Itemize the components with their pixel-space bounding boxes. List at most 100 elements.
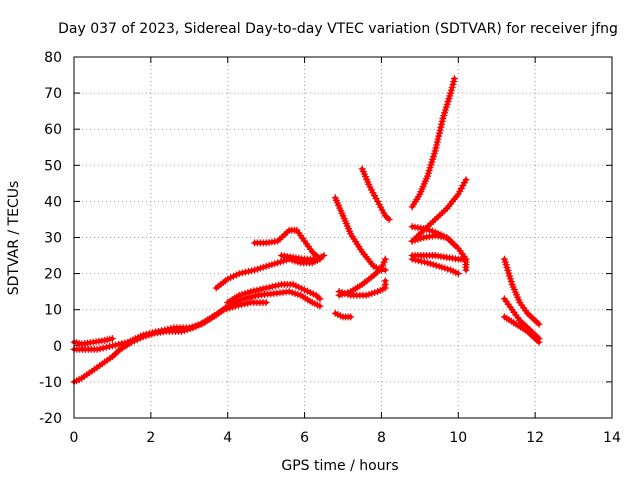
series-arc-8 <box>331 309 355 321</box>
series-arc-11 <box>335 255 389 299</box>
data-point <box>379 261 387 269</box>
data-point <box>248 267 256 275</box>
data-point <box>435 129 443 137</box>
data-point <box>248 293 256 301</box>
data-point <box>435 132 443 140</box>
data-point <box>253 286 261 294</box>
y-tick-label: 70 <box>44 86 62 102</box>
data-point <box>377 264 385 272</box>
data-point <box>250 287 258 295</box>
data-point <box>347 313 355 321</box>
data-point <box>438 117 446 125</box>
data-point <box>450 75 458 83</box>
data-series <box>70 75 543 386</box>
data-point <box>433 141 441 149</box>
data-point <box>108 342 116 350</box>
data-point <box>241 268 249 276</box>
data-point <box>411 256 419 264</box>
data-point <box>380 258 388 266</box>
x-axis-label: GPS time / hours <box>281 458 398 474</box>
data-point <box>238 269 246 277</box>
data-point <box>244 299 252 307</box>
data-point <box>462 255 470 263</box>
y-tick-label: 10 <box>44 303 62 319</box>
series-arc-3 <box>70 335 116 348</box>
data-point <box>454 270 462 278</box>
data-point <box>274 281 282 289</box>
series-arc-5 <box>224 280 324 306</box>
data-point <box>417 257 425 265</box>
grid <box>74 57 612 418</box>
data-point <box>432 144 440 152</box>
y-tick-label: 30 <box>44 231 62 247</box>
data-point <box>268 283 276 291</box>
data-point <box>431 147 439 155</box>
data-point <box>265 283 273 291</box>
series-trace <box>410 76 457 209</box>
data-point <box>385 215 393 223</box>
series-arc-19 <box>500 255 543 328</box>
data-point <box>256 285 264 293</box>
data-point <box>434 135 442 143</box>
data-point <box>381 277 389 285</box>
data-point <box>535 338 543 346</box>
x-tick-label: 4 <box>223 430 232 446</box>
data-point <box>102 343 110 351</box>
data-point <box>535 320 543 328</box>
y-tick-label: 40 <box>44 194 62 210</box>
data-point <box>105 343 113 351</box>
plot-frame <box>73 56 613 419</box>
x-tick-label: 2 <box>146 430 155 446</box>
data-point <box>462 266 470 274</box>
data-point <box>235 270 243 278</box>
x-tick-label: 8 <box>377 430 386 446</box>
series-arc-10 <box>335 277 389 299</box>
data-point <box>247 288 255 296</box>
y-tick-label: 50 <box>44 158 62 174</box>
data-point <box>316 302 324 310</box>
data-point <box>438 120 446 128</box>
y-tick-label: 60 <box>44 122 62 138</box>
data-point <box>245 293 253 301</box>
data-point <box>437 123 445 131</box>
x-tick-label: 10 <box>449 430 467 446</box>
data-point <box>262 284 270 292</box>
y-tick-label: 20 <box>44 267 62 283</box>
series-arc-17 <box>408 255 462 278</box>
data-point <box>259 285 267 293</box>
data-point <box>96 345 104 353</box>
data-point <box>244 267 252 275</box>
series-arc-13 <box>408 75 458 211</box>
y-tick-label: -20 <box>39 411 62 427</box>
y-tick-label: -10 <box>39 375 62 391</box>
data-point <box>414 257 422 265</box>
series-trace <box>72 289 322 384</box>
data-point <box>420 258 428 266</box>
data-point <box>462 176 470 184</box>
x-tick-label: 0 <box>70 430 79 446</box>
data-point <box>241 300 249 308</box>
data-point <box>115 340 123 348</box>
data-point <box>381 255 389 263</box>
data-point <box>320 252 328 260</box>
tick-labels: 0 2 4 6 8 10 12 14 -20 -10 0 10 20 30 40 50 60 70 80 <box>39 50 621 446</box>
data-point <box>450 241 458 249</box>
data-point <box>271 282 279 290</box>
data-point <box>436 126 444 134</box>
series-arc-18 <box>408 232 458 249</box>
data-point <box>408 255 416 263</box>
x-tick-label: 14 <box>603 430 621 446</box>
chart-title: Day 037 of 2023, Sidereal Day-to-day VTE… <box>58 21 618 37</box>
series-arc-1 <box>70 298 270 353</box>
data-point <box>239 295 247 303</box>
x-tick-label: 6 <box>300 430 309 446</box>
series-arc-16 <box>408 252 470 263</box>
data-point <box>242 294 250 302</box>
series-arc-4 <box>212 255 324 292</box>
y-tick-label: 0 <box>53 339 62 355</box>
data-point <box>433 138 441 146</box>
x-tick-label: 12 <box>526 430 544 446</box>
data-point <box>108 335 116 343</box>
series-trace <box>502 257 541 327</box>
